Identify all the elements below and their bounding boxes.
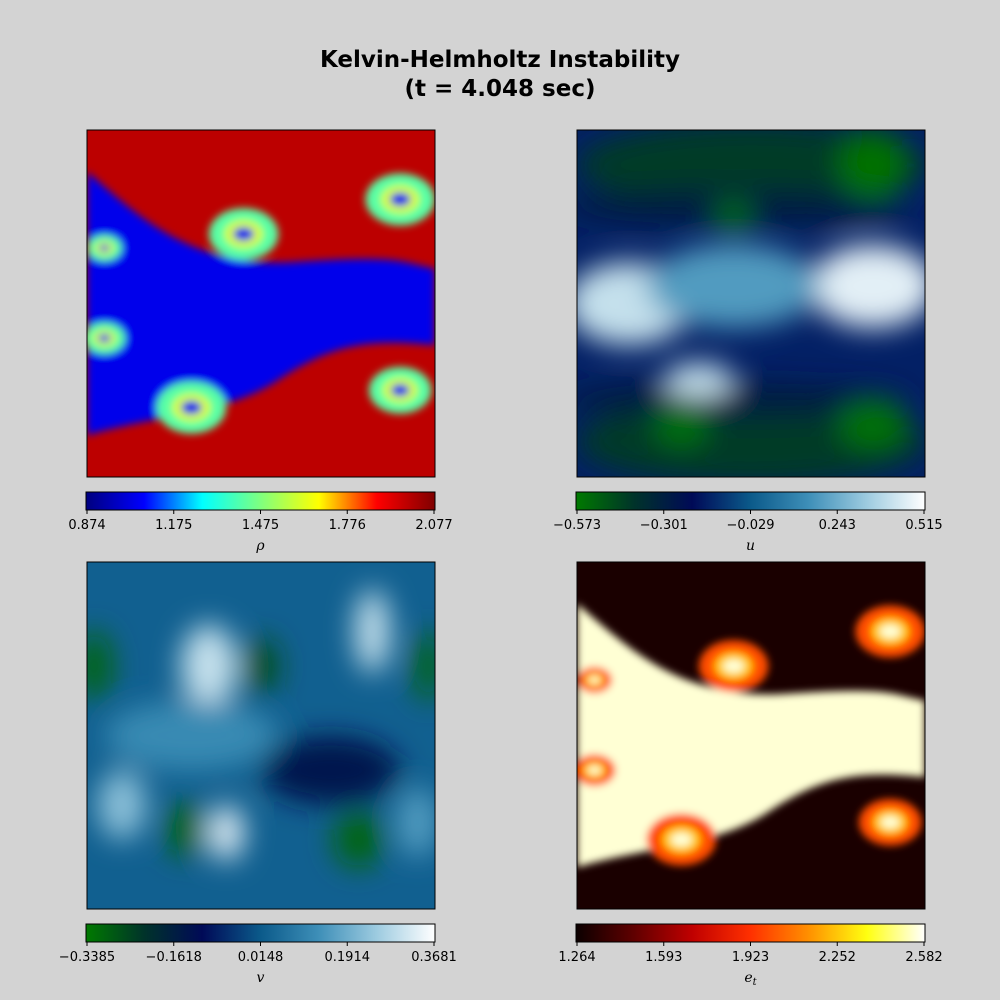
colorbar-tick-label: 2.252: [819, 950, 856, 965]
figure-title-line-2: (t = 4.048 sec): [404, 76, 596, 102]
colorbar-e_t: [575, 923, 926, 943]
colorbar-tick-label: 1.264: [558, 950, 595, 965]
colorbar-tick-label: 1.776: [329, 518, 366, 533]
panel-e_t: 1.264 1.593 1.923 2.252 2.582 et: [558, 561, 943, 988]
colorbar-tick-label: 0.0148: [238, 950, 284, 965]
heatmap-u: [577, 130, 925, 477]
colorbar-tick-label: 2.077: [415, 518, 452, 533]
colorbar-tick-label: 2.582: [905, 950, 942, 965]
colorbar-tick-label: −0.029: [726, 518, 774, 533]
colorbar-v: [85, 923, 436, 943]
colorbar-tick-label: 0.515: [905, 518, 942, 533]
colorbar-tick-label: −0.573: [553, 518, 601, 533]
panel-u: −0.573 −0.301 −0.029 0.243 0.515 u: [553, 129, 943, 554]
colorbar-label-density: ρ: [255, 538, 265, 554]
panel-density: 0.874 1.175 1.475 1.776 2.077 ρ: [68, 129, 453, 554]
heatmap-frame: [576, 561, 926, 910]
heatmap-frame: [86, 129, 436, 478]
colorbar-tick-label: 0.874: [68, 518, 105, 533]
colorbar-tick-label: 0.1914: [325, 950, 371, 965]
colorbar-tick-label: −0.1618: [146, 950, 202, 965]
colorbar-tick-label: 0.3681: [411, 950, 457, 965]
colorbar-tick-label: −0.301: [640, 518, 688, 533]
heatmap-frame: [86, 561, 436, 910]
colorbar-tick-label: 1.923: [732, 950, 769, 965]
heatmap-density: [87, 130, 435, 477]
colorbar-label-e_t: et: [744, 970, 757, 988]
heatmap-e_t: [577, 562, 925, 909]
colorbar-tick-label: 1.475: [242, 518, 279, 533]
colorbar-label-v: v: [257, 970, 265, 986]
colorbar-tick-label: 0.243: [819, 518, 856, 533]
figure-title-line-1: Kelvin-Helmholtz Instability: [319, 47, 681, 73]
colorbar-u: [575, 491, 926, 511]
colorbar-tick-label: −0.3385: [59, 950, 115, 965]
colorbar-label-u: u: [746, 538, 755, 554]
panel-v: −0.3385 −0.1618 0.0148 0.1914 0.3681 v: [59, 561, 457, 986]
colorbar-tick-label: 1.175: [155, 518, 192, 533]
heatmap-frame: [576, 129, 926, 478]
colorbar-density: [85, 491, 436, 511]
colorbar-tick-label: 1.593: [645, 950, 682, 965]
colorbar-label-subscript: t: [753, 977, 758, 988]
heatmap-v: [87, 562, 435, 909]
